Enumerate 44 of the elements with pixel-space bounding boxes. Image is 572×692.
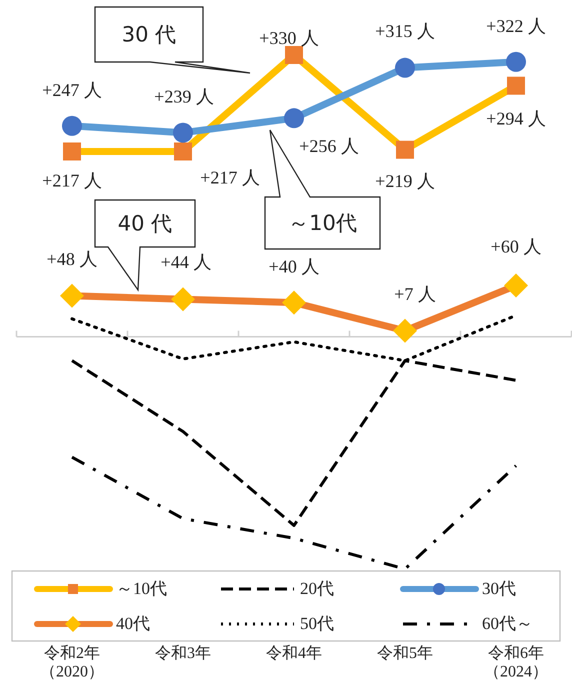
annotation: 40 代 — [118, 211, 172, 236]
callout: 30 代 — [94, 6, 251, 74]
point — [63, 142, 81, 160]
data-label: +7 人 — [394, 284, 436, 304]
data-label: +219 人 — [375, 170, 435, 191]
x-tick-label: 令和2年（2020） — [40, 644, 104, 680]
data-label: +322 人 — [486, 16, 546, 36]
point — [506, 52, 526, 72]
x-tick-label: 令和6年（2024） — [484, 644, 548, 680]
point — [174, 142, 192, 160]
point — [171, 287, 195, 312]
data-label: +44 人 — [160, 252, 212, 272]
data-label: +217 人 — [200, 168, 260, 188]
data-label: +239 人 — [154, 86, 214, 107]
point — [173, 122, 193, 143]
point — [284, 108, 304, 128]
point — [60, 284, 84, 308]
data-label: +40 人 — [268, 256, 320, 277]
x-tick-label: 令和4年 — [266, 644, 322, 662]
data-label: +247 人 — [42, 80, 102, 100]
data-label: +315 人 — [375, 20, 435, 41]
data-label: +48 人 — [46, 248, 98, 269]
point — [507, 76, 525, 95]
point — [396, 140, 414, 159]
data-label: +256 人 — [299, 136, 359, 156]
legend-label: 30代 — [482, 578, 516, 598]
legend-label: 60代～ — [482, 614, 533, 633]
point — [504, 274, 528, 298]
legend-label: 50代 — [300, 614, 334, 633]
legend-label: 40代 — [116, 614, 150, 633]
legend-label: ～10代 — [116, 578, 167, 598]
data-label: +330 人 — [259, 28, 319, 48]
point — [62, 116, 82, 136]
point — [395, 58, 415, 78]
data-label: +60 人 — [490, 236, 542, 257]
x-tick-label: 令和5年 — [377, 644, 433, 662]
annotation: ～10代 — [288, 210, 357, 235]
x-tick-label: 令和3年 — [155, 644, 211, 662]
data-label: +294 人 — [486, 108, 546, 129]
point — [393, 318, 417, 343]
point — [282, 290, 306, 315]
point — [285, 46, 303, 64]
data-label: +217 人 — [42, 170, 102, 191]
legend-label: 20代 — [300, 578, 334, 598]
